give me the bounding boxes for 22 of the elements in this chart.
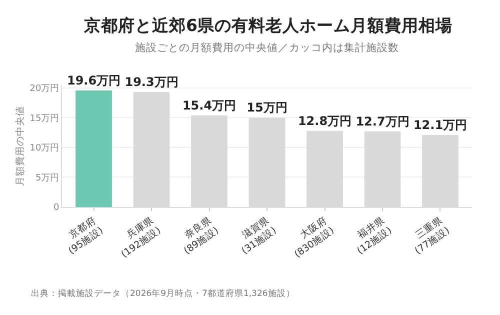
- x-tick-label: 福井県 (12施設): [354, 214, 394, 257]
- data-label: 12.8万円: [298, 114, 352, 128]
- data-label: 15万円: [246, 100, 288, 115]
- chart-title: 京都府と近郊6県の有料老人ホーム月額費用相場: [83, 16, 452, 35]
- x-tick-label: 奈良県 (89施設): [182, 214, 221, 257]
- x-tick-label: 滋賀県 (31施設): [239, 214, 279, 257]
- y-tick-label: 0: [53, 203, 60, 214]
- data-label: 19.3万円: [124, 75, 178, 90]
- y-tick-label: 5万円: [35, 173, 60, 184]
- y-tick-label: 10万円: [30, 144, 60, 154]
- bar: [76, 90, 112, 207]
- data-label: 12.1万円: [413, 118, 468, 132]
- data-label: 19.6万円: [66, 73, 121, 88]
- data-label: 12.7万円: [356, 114, 410, 128]
- y-axis-title: 月額費用の中央値: [14, 106, 26, 186]
- y-tick-label: 20万円: [30, 84, 60, 94]
- source-note: 出典：掲載施設データ（2026年9月時点・7都道府県1,326施設）: [31, 288, 295, 299]
- chart-subtitle: 施設ごとの月額費用の中央値／カッコ内は集計施設数: [135, 41, 399, 54]
- y-tick-label: 15万円: [30, 114, 60, 124]
- x-tick-label: 三重県 (77施設): [412, 214, 452, 257]
- data-label: 15.4万円: [182, 98, 236, 112]
- x-tick-label: 京都府 (95施設): [66, 214, 106, 257]
